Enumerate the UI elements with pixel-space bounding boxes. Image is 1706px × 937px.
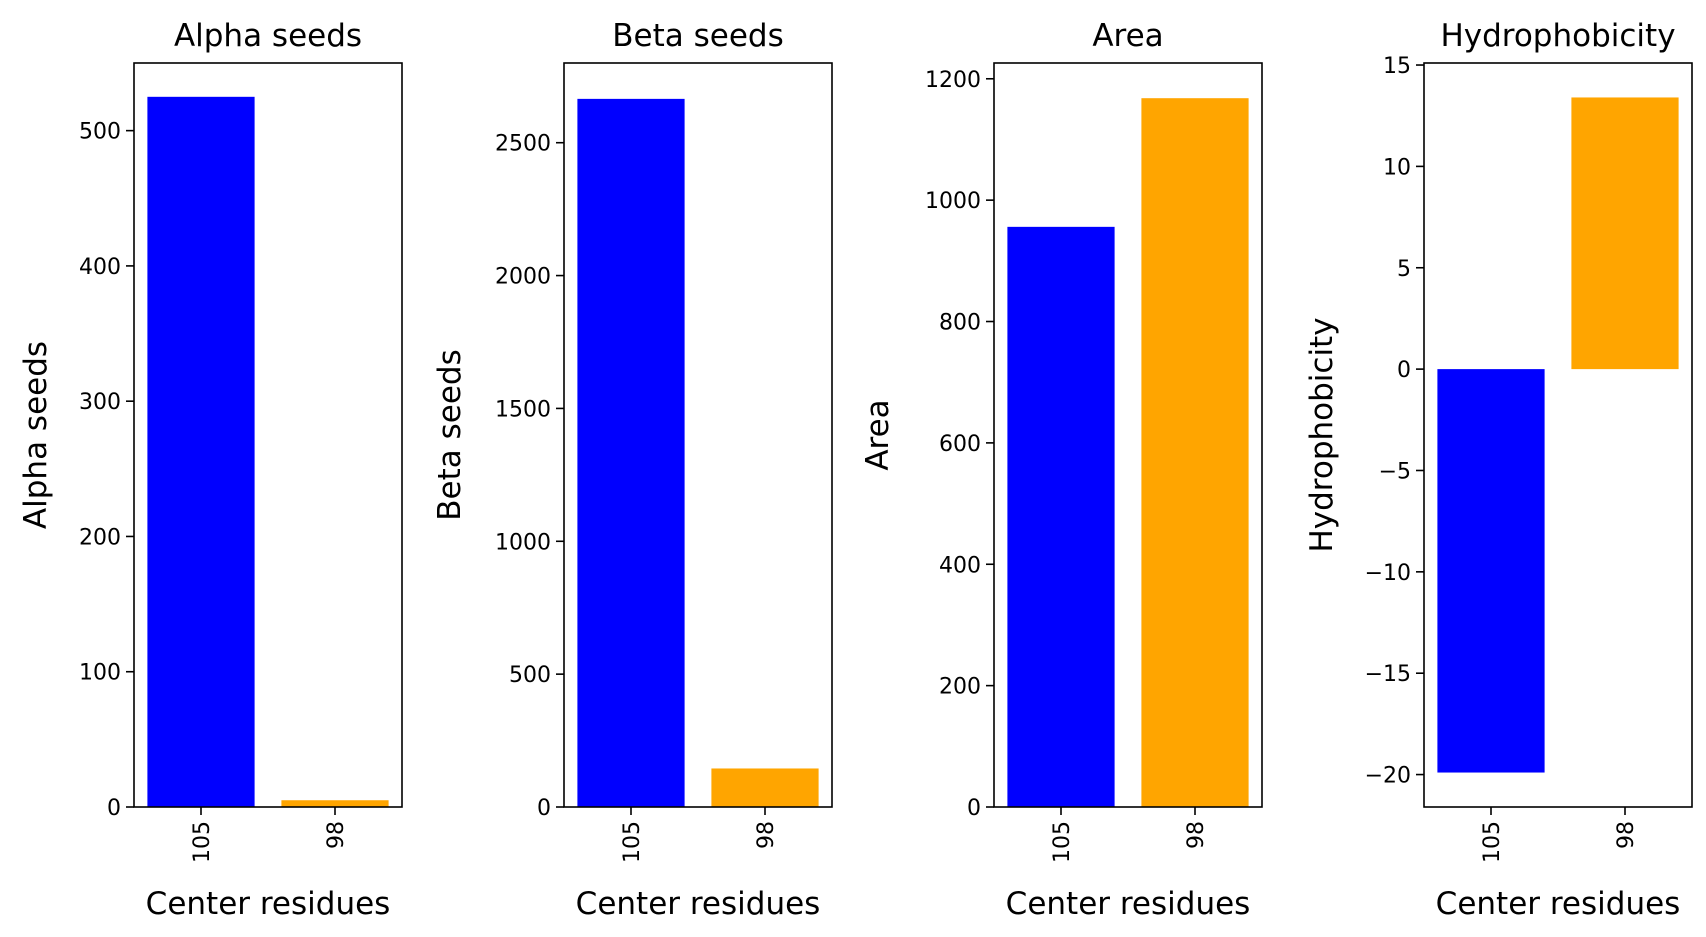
y-tick-label: −20 xyxy=(1365,764,1411,789)
alpha-seeds-panel: Alpha seeds Center residues Alpha seeds … xyxy=(18,18,403,922)
y-tick-label: 15 xyxy=(1383,54,1411,79)
bar-105 xyxy=(577,98,685,807)
hydrophobicity-panel: Hydrophobicity Center residues Hydrophob… xyxy=(1304,18,1693,922)
y-tick-label: 200 xyxy=(79,525,121,550)
panel-title: Alpha seeds xyxy=(174,18,362,54)
y-axis-label: Alpha seeds xyxy=(18,341,54,529)
y-tick-label: 600 xyxy=(939,432,981,457)
y-axis-label: Hydrophobicity xyxy=(1304,317,1340,552)
y-tick-label: 2500 xyxy=(495,132,551,157)
y-tick-label: 400 xyxy=(939,553,981,578)
y-tick-label: 200 xyxy=(939,675,981,700)
y-tick-label: 500 xyxy=(509,663,551,688)
x-tick-label: 98 xyxy=(1184,821,1209,849)
y-tick-label: 300 xyxy=(79,390,121,415)
bar-98 xyxy=(711,768,819,807)
y-tick-label: 100 xyxy=(79,661,121,686)
area-panel: Area Center residues Area 0 200 400 600 800 1… xyxy=(860,18,1263,922)
x-tick-label: 105 xyxy=(620,821,645,863)
axes-frame xyxy=(133,62,403,808)
y-tick-label: 0 xyxy=(107,796,121,821)
beta-seeds-panel: Beta seeds Center residues Beta seeds 0 5… xyxy=(432,18,833,922)
x-axis-label: Center residues xyxy=(1006,886,1251,922)
bar-98 xyxy=(1141,98,1249,807)
panel-title: Beta seeds xyxy=(612,18,783,54)
bar-105 xyxy=(1007,226,1115,807)
x-tick-label: 98 xyxy=(324,821,349,849)
y-tick-label: −15 xyxy=(1365,662,1411,687)
y-tick-label: 0 xyxy=(537,796,551,821)
x-tick-label: 98 xyxy=(754,821,779,849)
bar-105 xyxy=(1437,369,1545,773)
y-tick-label: −5 xyxy=(1379,459,1411,484)
y-tick-label: 0 xyxy=(1397,358,1411,383)
y-tick-label: 400 xyxy=(79,255,121,280)
y-tick-label: 2000 xyxy=(495,265,551,290)
panel-title: Area xyxy=(1092,18,1163,54)
y-axis-label: Beta seeds xyxy=(432,349,468,520)
y-tick-label: 5 xyxy=(1397,257,1411,282)
axes-frame xyxy=(563,62,833,808)
x-tick-label: 105 xyxy=(1050,821,1075,863)
bar-105 xyxy=(147,96,255,808)
axes-frame xyxy=(1423,62,1693,808)
y-tick-label: −10 xyxy=(1365,561,1411,586)
x-tick-label: 105 xyxy=(190,821,215,863)
y-axis-label: Area xyxy=(860,399,896,470)
y-tick-label: 1000 xyxy=(925,189,981,214)
y-tick-label: 500 xyxy=(79,120,121,145)
y-tick-label: 0 xyxy=(967,796,981,821)
x-axis-label: Center residues xyxy=(146,886,391,922)
panel-title: Hydrophobicity xyxy=(1440,18,1675,54)
y-tick-label: 1500 xyxy=(495,397,551,422)
axes-frame xyxy=(993,62,1263,808)
x-axis-label: Center residues xyxy=(576,886,821,922)
x-tick-label: 98 xyxy=(1614,821,1639,849)
y-tick-label: 1200 xyxy=(925,68,981,93)
bar-98 xyxy=(1571,97,1679,370)
y-tick-label: 10 xyxy=(1383,155,1411,180)
x-tick-label: 105 xyxy=(1480,821,1505,863)
x-axis-label: Center residues xyxy=(1436,886,1681,922)
bar-98 xyxy=(281,800,389,807)
y-tick-label: 800 xyxy=(939,311,981,336)
y-tick-label: 1000 xyxy=(495,530,551,555)
